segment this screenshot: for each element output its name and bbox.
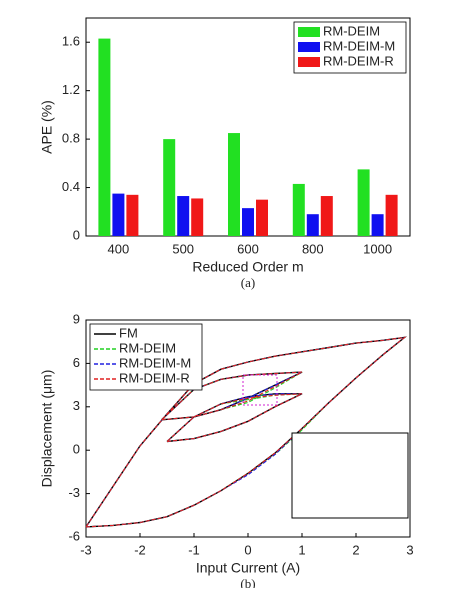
y-axis-label: Displacement (μm)	[39, 370, 55, 488]
legend-label: RM-DEIM	[119, 340, 176, 355]
x-tick-label: 800	[302, 241, 324, 256]
x-tick-label: 1	[298, 542, 305, 557]
legend-swatch	[298, 27, 320, 37]
y-tick-label: 6	[73, 355, 80, 370]
y-tick-label: 1.2	[62, 82, 80, 97]
legend-label: RM-DEIM-M	[119, 355, 191, 370]
y-tick-label: 3	[73, 398, 80, 413]
bar	[163, 139, 176, 236]
caption: (b)	[240, 576, 255, 588]
bar	[191, 198, 204, 236]
y-tick-label: 0	[73, 442, 80, 457]
legend-label: FM	[119, 325, 138, 340]
x-tick-label: -3	[80, 542, 92, 557]
caption: (a)	[241, 275, 255, 290]
bar	[371, 214, 384, 236]
x-tick-label: 400	[108, 241, 130, 256]
bar	[256, 199, 268, 236]
y-tick-label: 9	[73, 311, 80, 326]
x-axis-label: Input Current (A)	[196, 560, 300, 576]
legend-label: RM-DEIM-R	[119, 370, 190, 385]
bar	[112, 193, 125, 236]
y-tick-label: 0.4	[62, 179, 80, 194]
bar	[126, 194, 139, 236]
legend-label: RM-DEIM-R	[323, 53, 394, 68]
legend-label: RM-DEIM-M	[323, 38, 395, 53]
y-tick-label: 0	[73, 227, 80, 242]
x-tick-label: 3	[406, 542, 413, 557]
x-tick-label: -1	[188, 542, 200, 557]
x-tick-label: 2	[352, 542, 359, 557]
legend-label: RM-DEIM	[323, 23, 380, 38]
bar	[177, 196, 190, 236]
bar	[385, 194, 398, 236]
y-tick-label: 0.8	[62, 131, 80, 146]
bar	[98, 38, 111, 236]
zoom-box	[242, 374, 278, 406]
series-line	[85, 336, 407, 528]
x-axis-label: Reduced Order m	[192, 259, 303, 275]
x-tick-label: -2	[134, 542, 146, 557]
inset-frame	[291, 432, 409, 519]
bar	[292, 183, 305, 236]
y-tick-label: -3	[68, 485, 80, 500]
legend-swatch	[298, 42, 320, 52]
bar	[306, 214, 319, 236]
x-tick-label: 1000	[363, 241, 392, 256]
x-tick-label: 500	[172, 241, 194, 256]
legend-swatch	[298, 57, 320, 67]
y-axis-label: APE (%)	[39, 100, 55, 154]
y-tick-label: 1.6	[62, 34, 80, 49]
bar	[228, 133, 240, 236]
x-tick-label: 600	[237, 241, 259, 256]
x-tick-label: 0	[244, 542, 251, 557]
bar	[242, 208, 254, 236]
bar	[357, 169, 370, 236]
y-tick-label: -6	[68, 528, 80, 543]
bar	[320, 196, 333, 236]
